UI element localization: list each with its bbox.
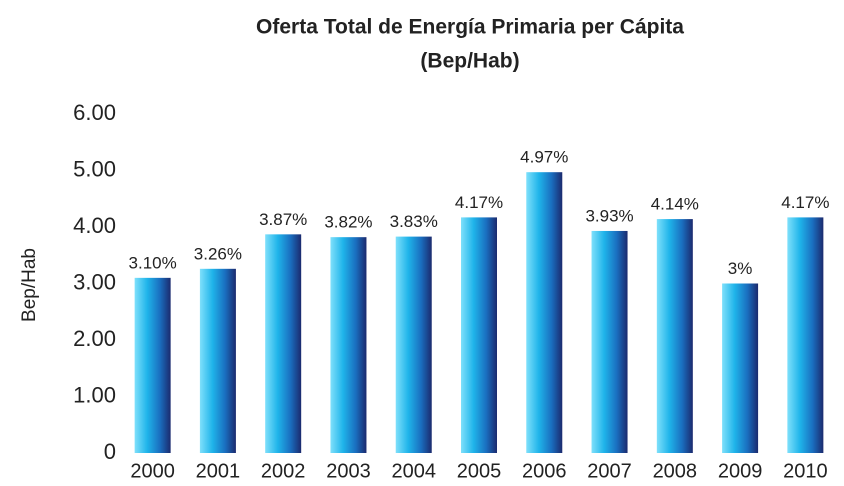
data-label: 4.14% — [651, 195, 699, 214]
x-tick-label: 2006 — [522, 460, 567, 482]
y-tick-label: 6.00 — [73, 100, 116, 125]
data-label: 4.97% — [520, 148, 568, 167]
x-tick-label: 2002 — [261, 460, 306, 482]
bar — [461, 217, 497, 453]
data-label: 3.26% — [194, 244, 242, 263]
x-tick-label: 2004 — [391, 460, 436, 482]
x-tick-label: 2008 — [653, 460, 698, 482]
chart-subtitle: (Bep/Hab) — [420, 50, 519, 73]
bar — [787, 217, 824, 453]
data-label: 3.83% — [390, 212, 438, 231]
bar — [330, 237, 367, 453]
y-tick-label: 5.00 — [73, 156, 116, 181]
data-label: 3.93% — [585, 206, 633, 225]
data-label: 3.10% — [129, 253, 177, 272]
data-label: 4.17% — [781, 193, 829, 212]
x-tick-label: 2003 — [326, 460, 371, 482]
y-axis-label: Bep/Hab — [19, 248, 40, 322]
bar — [134, 277, 171, 453]
x-tick-label: 2001 — [196, 460, 241, 482]
x-tick-label: 2000 — [130, 460, 175, 482]
data-label: 3% — [728, 259, 753, 278]
bar — [722, 283, 759, 453]
x-tick-label: 2010 — [783, 460, 828, 482]
y-tick-label: 1.00 — [73, 382, 116, 407]
data-label: 4.17% — [455, 193, 503, 212]
y-tick-label: 0 — [104, 439, 116, 464]
bar — [265, 234, 302, 453]
y-tick-label: 4.00 — [73, 213, 116, 238]
data-label: 3.87% — [259, 210, 307, 229]
chart-title: Oferta Total de Energía Primaria per Cáp… — [256, 16, 684, 39]
x-tick-label: 2005 — [457, 460, 502, 482]
bar — [395, 236, 432, 453]
y-tick-label: 3.00 — [73, 269, 116, 294]
bar — [591, 230, 628, 453]
x-tick-label: 2007 — [587, 460, 632, 482]
x-tick-label: 2009 — [718, 460, 763, 482]
bar — [526, 172, 563, 453]
y-tick-label: 2.00 — [73, 326, 116, 351]
bar — [199, 268, 236, 453]
data-label: 3.82% — [324, 213, 372, 232]
bar — [656, 219, 693, 453]
